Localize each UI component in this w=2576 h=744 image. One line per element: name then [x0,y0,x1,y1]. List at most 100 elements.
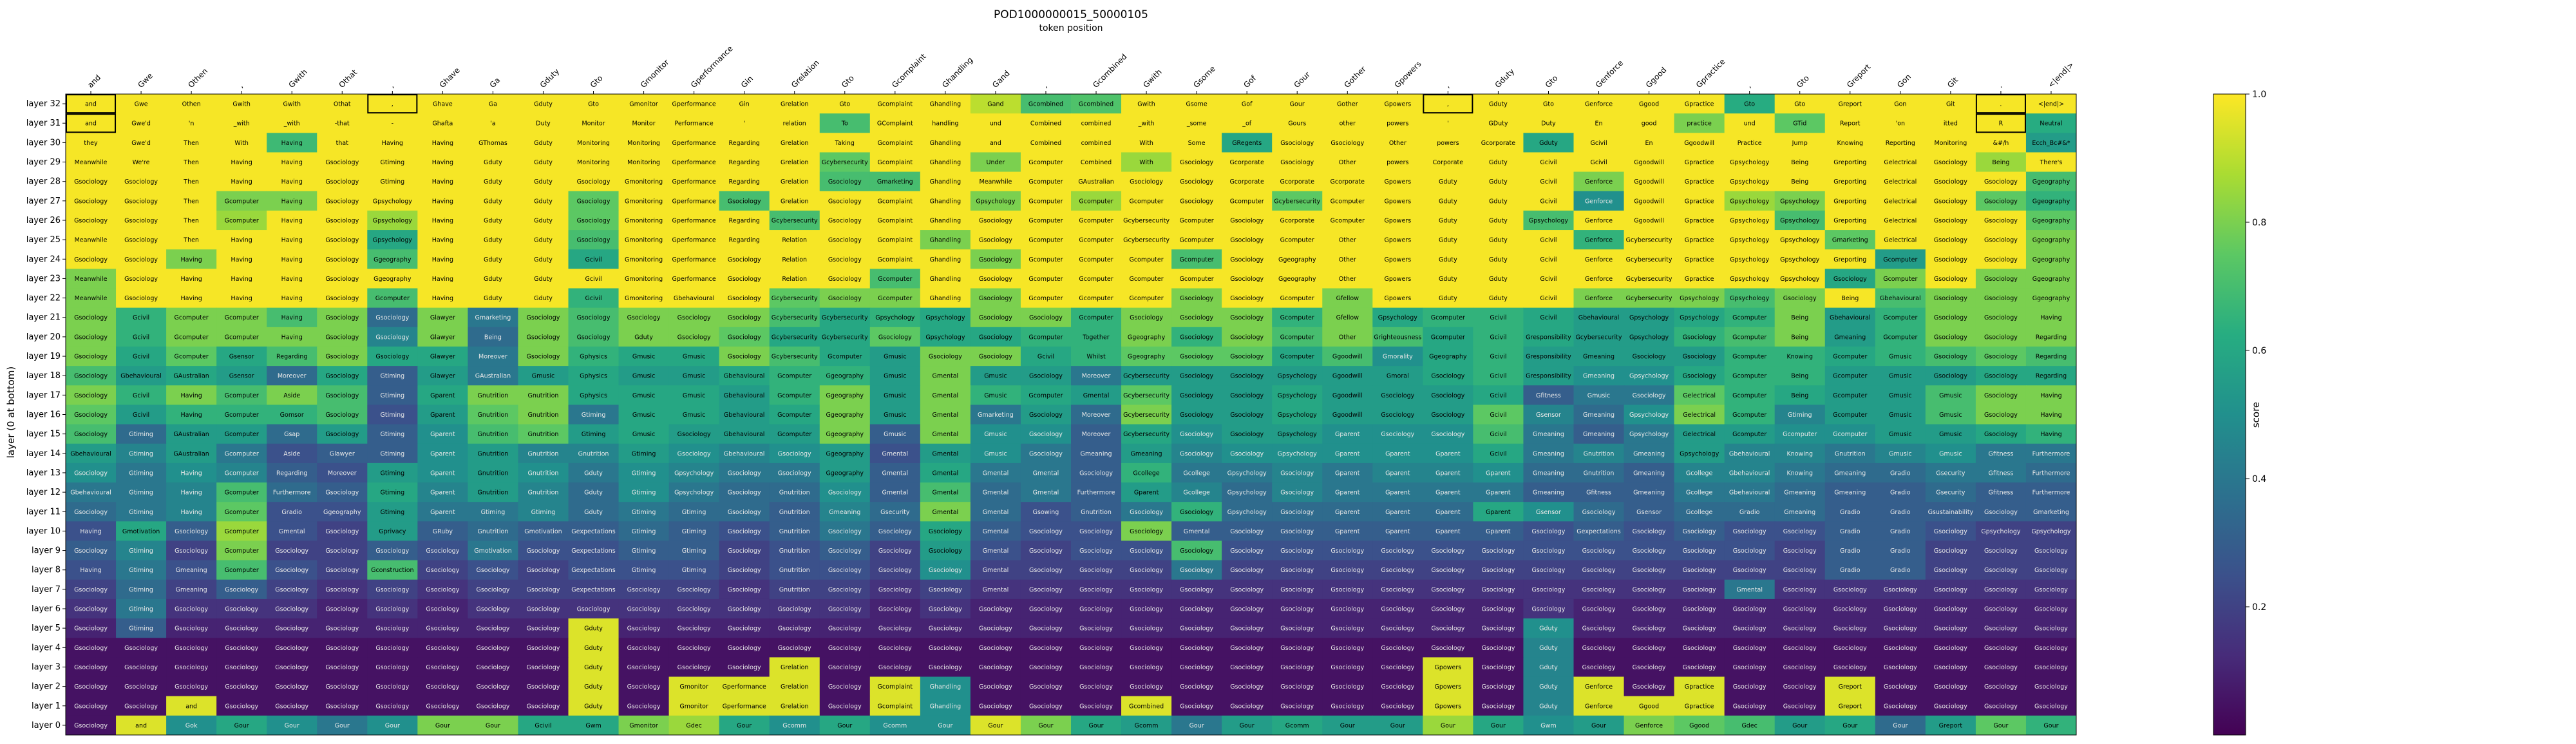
cell-label: Gcomputer [1028,295,1063,302]
cell-label: Gsociology [1130,178,1163,186]
cell-label: Gsociology [677,334,711,341]
cell-label: Gbehavioural [724,450,765,457]
cell-label: Gsociology [1984,567,2018,574]
heatmap-cell [668,715,720,736]
cell-label: Gmusic [884,354,906,361]
heatmap-cell [1473,288,1524,309]
cell-label: Gsociology [1984,354,2018,361]
heatmap-cell [668,230,720,250]
heatmap-cell [819,327,871,347]
cell-label: GComplaint [877,120,913,128]
cell-label: Gperformance [672,198,716,205]
cell-label: Grelation [781,140,809,147]
cell-label: Glawyer [430,354,455,361]
cell-label: GAustralian [173,373,209,380]
cell-label: Gmusic [984,392,1007,399]
cell-label: Gsociology [1180,703,1213,710]
heatmap-cell [66,560,117,580]
heatmap-cell [2025,443,2077,464]
heatmap-cell [2025,657,2077,678]
heatmap-cell [2025,618,2077,638]
heatmap-cell [367,463,418,483]
cell-label: Gsociology [1984,606,2018,613]
cell-label: GDuty [1488,120,1508,128]
cell-label: Gsociology [426,606,459,613]
heatmap-cell [869,171,921,192]
heatmap-cell [1523,696,1574,716]
cell-label: Gresponsibility [1526,373,1571,380]
heatmap-cell [618,210,670,231]
y-tick-label: layer 15 [26,430,61,439]
heatmap-cell [1372,502,1423,522]
heatmap-cell [668,424,720,444]
heatmap-cell [1020,482,1072,502]
cell-label: Gsociology [74,334,108,341]
heatmap-cell [1222,230,1273,250]
cell-label: Gcomputer [1028,392,1063,399]
cell-label: Gsociology [728,276,761,283]
heatmap-cell [1272,210,1323,231]
cell-label: Gsociology [1532,586,1566,593]
heatmap-cell [1222,560,1273,580]
cell-label: Other [1339,334,1356,341]
cell-label: Gmusic [1587,392,1610,399]
cell-label: Gcomputer [1028,217,1063,224]
cell-label: combined [1081,140,1112,147]
cell-label: Gsociology [1130,683,1163,691]
heatmap-cell [417,405,468,425]
cell-label: Gfitness [1536,392,1561,399]
cell-label: Gtiming [531,509,556,516]
cell-label: Gsociology [426,645,459,652]
heatmap-cell [367,249,418,269]
heatmap-cell [317,249,368,269]
heatmap-cell [970,288,1021,309]
cell-label: Gcomputer [225,334,259,341]
cell-label: Gsociology [225,645,258,652]
heatmap-cell [869,210,921,231]
cell-label: Gof [1242,101,1253,108]
cell-label: Gsociology [325,412,359,419]
cell-label: und [990,120,1001,128]
heatmap-cell [367,579,418,600]
cell-label: Gsociology [1381,431,1414,438]
heatmap-cell [468,618,518,638]
heatmap-cell [1875,113,1926,133]
heatmap-cell [468,598,518,619]
heatmap-cell [216,598,267,619]
cell-label: Gradio [1840,509,1861,516]
cell-label: Gsociology [1934,295,1967,302]
heatmap-cell [367,230,418,250]
cell-label: Ggeography [2032,237,2070,244]
heatmap-cell [1975,579,2027,600]
heatmap-cell [1824,288,1876,309]
heatmap-cell [1774,502,1826,522]
cell-label: Ghandling [930,159,961,166]
heatmap-cell [116,191,167,211]
y-tick-label: layer 28 [26,177,61,187]
heatmap-cell [2025,579,2077,600]
cell-label: Having [281,334,303,341]
cell-label: Furthermore [273,490,311,497]
heatmap-cell [1975,385,2027,405]
cell-label: Ggood [1639,703,1659,710]
cell-label: Gpsychology [1730,198,1770,205]
cell-label: Gexpectations [1577,528,1621,535]
cell-label: Gduty [534,101,553,108]
heatmap-cell [66,579,117,600]
heatmap-cell [2025,560,2077,580]
heatmap-cell [1372,230,1423,250]
cell-label: Moreover [1082,373,1111,380]
heatmap-cell [668,657,720,678]
cell-label: Having [281,237,303,244]
heatmap-cell [1121,249,1172,269]
heatmap-cell [1724,715,1776,736]
cell-label: Gsociology [1633,683,1666,691]
heatmap-cell [66,618,117,638]
heatmap-cell [2025,366,2077,386]
heatmap-cell [1322,113,1373,133]
heatmap-cell [1925,657,1976,678]
heatmap-cell [1171,152,1222,173]
heatmap-cell [1975,482,2027,502]
cell-label: Gsociology [1833,625,1867,633]
heatmap-cell [1372,618,1423,638]
